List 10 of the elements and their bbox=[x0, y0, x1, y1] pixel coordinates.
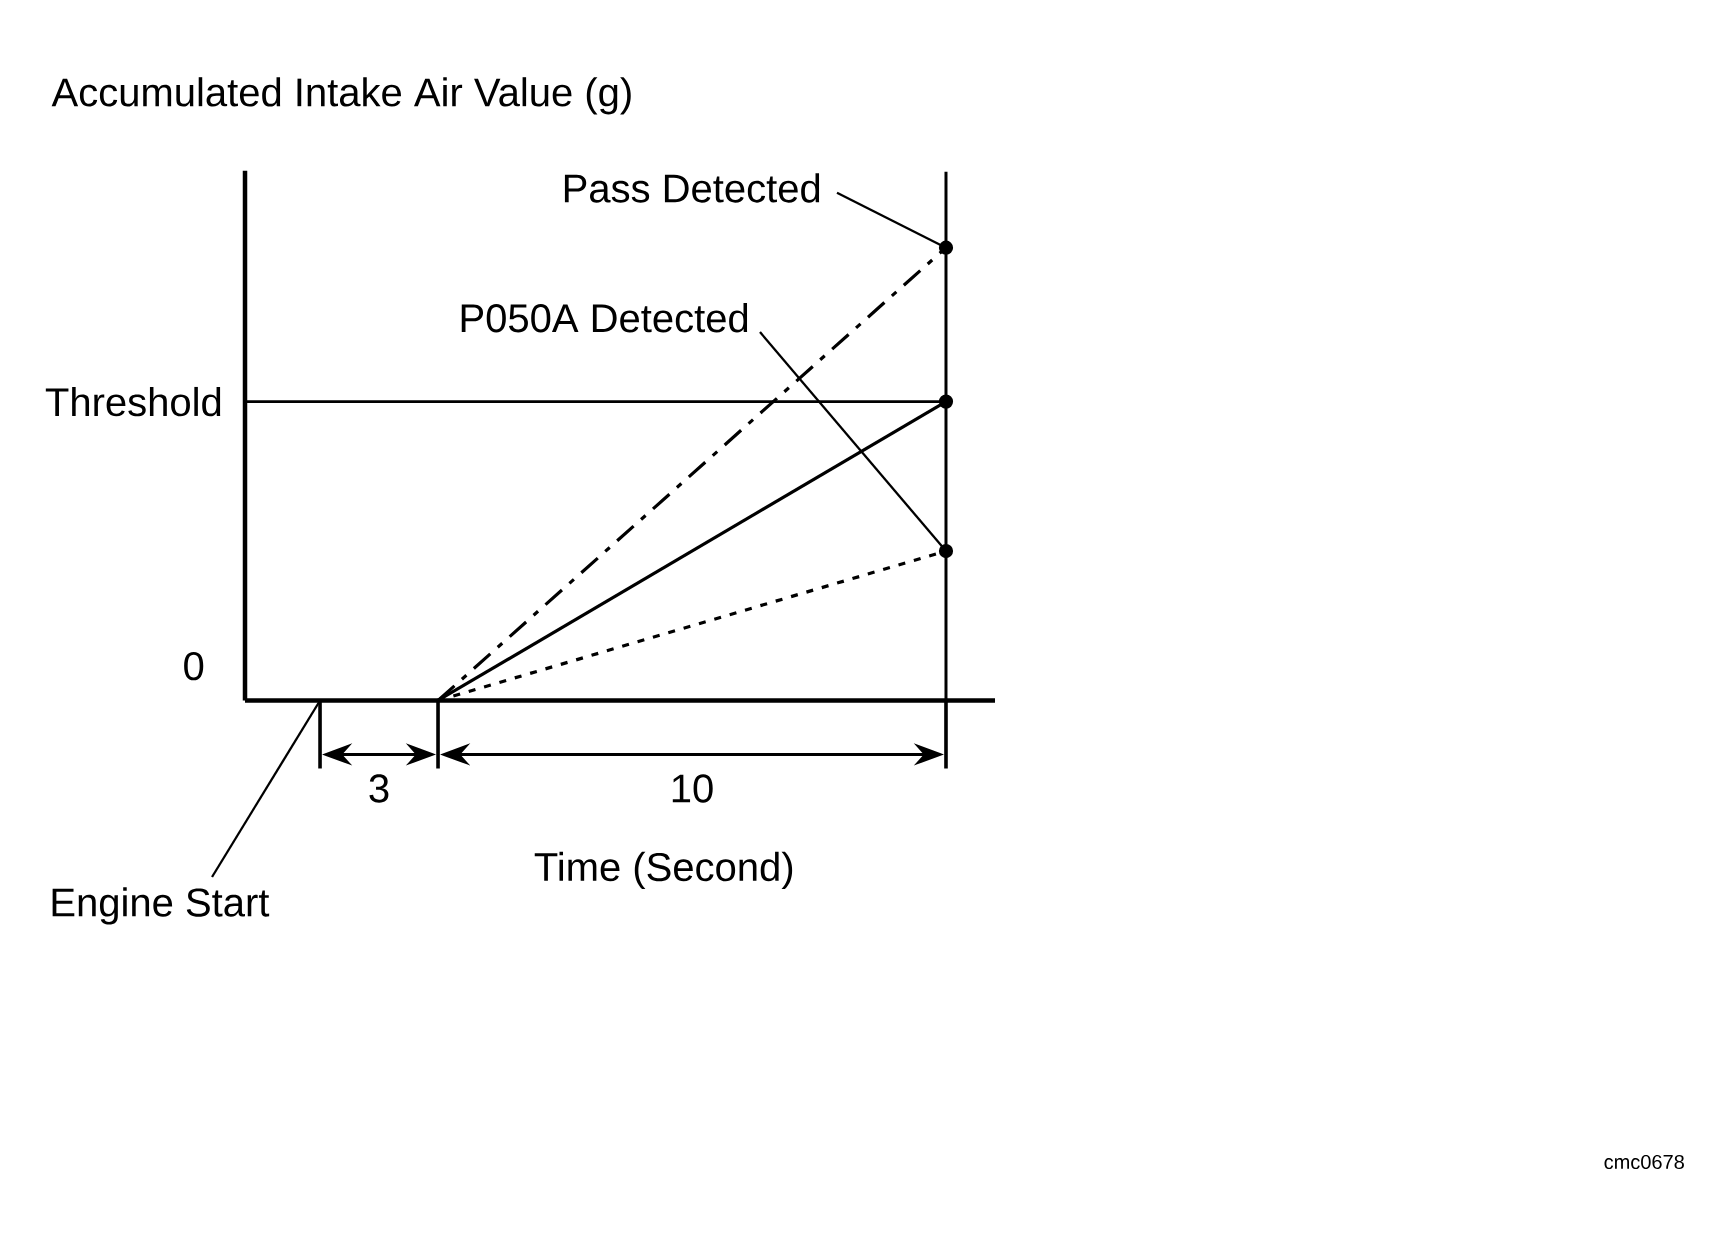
text: 10 bbox=[672, 774, 713, 803]
ref-line-label: Threshold bbox=[45, 386, 221, 417]
y-axis-title: Accumulated Intake Air Value (g) bbox=[51, 77, 631, 115]
text: cmc0678 bbox=[1604, 1154, 1684, 1170]
text: 3 bbox=[369, 774, 389, 803]
ref-line-label: 0 bbox=[184, 651, 204, 681]
text: Pass Detected bbox=[564, 173, 820, 203]
text: Engine Start bbox=[52, 887, 270, 925]
x-axis-title: Time (Second) bbox=[534, 851, 793, 890]
text: P050A Detected bbox=[461, 303, 748, 333]
